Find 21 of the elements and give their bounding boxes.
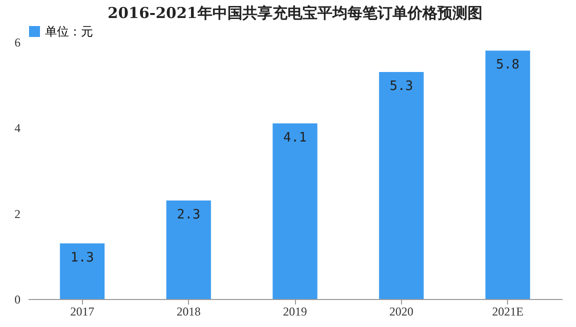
x-tick-label: 2018 <box>176 304 201 318</box>
y-tick-label: 2 <box>14 206 20 221</box>
x-tick-label: 2020 <box>389 304 414 318</box>
y-tick-label: 0 <box>14 292 20 306</box>
y-tick-label: 6 <box>14 36 20 50</box>
bar <box>485 50 530 299</box>
bar <box>272 123 318 299</box>
data-label: 1.3 <box>70 250 94 266</box>
legend-label: 单位：元 <box>45 24 93 38</box>
data-label: 5.8 <box>496 58 520 73</box>
data-label: 4.1 <box>283 130 307 146</box>
data-label: 5.3 <box>390 78 414 94</box>
bar <box>379 72 424 299</box>
y-tick-label: 4 <box>14 121 20 136</box>
bar <box>166 200 211 299</box>
chart-title: 2016-2021年中国共享充电宝平均每笔订单价格预测图 <box>108 4 482 22</box>
data-label: 2.3 <box>176 207 200 222</box>
bar <box>60 243 105 299</box>
x-tick-label: 2021E <box>492 304 524 318</box>
x-tick-label: 2017 <box>70 304 94 318</box>
x-tick-label: 2019 <box>283 304 307 318</box>
